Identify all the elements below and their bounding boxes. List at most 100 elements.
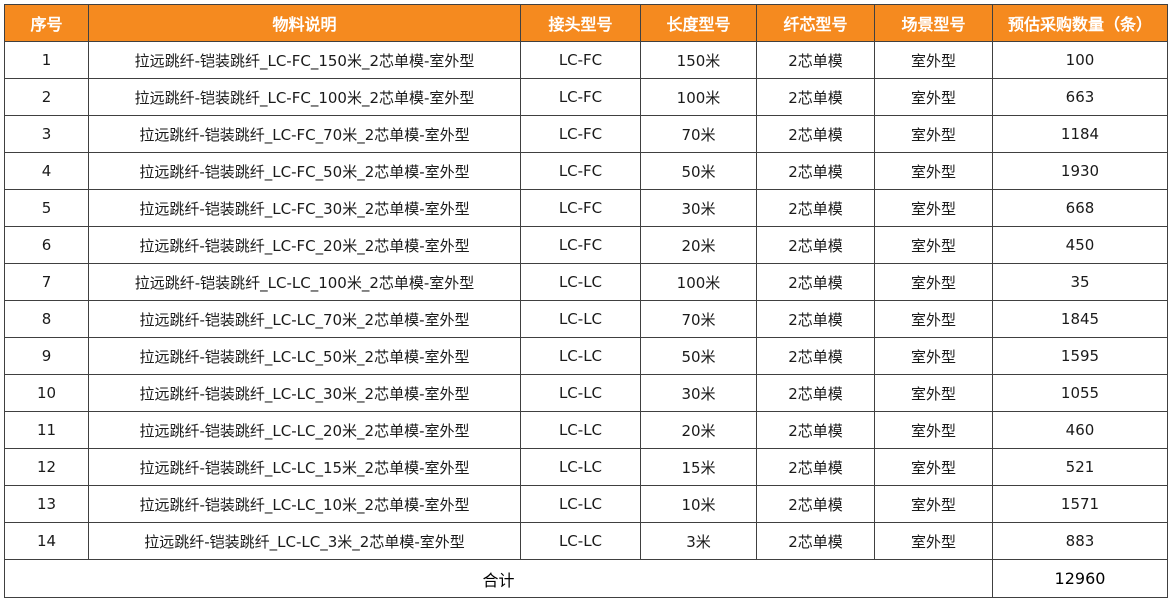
table-row: 5 拉远跳纤-铠装跳纤_LC-FC_30米_2芯单模-室外型 LC-FC 30米 2芯单…: [4, 189, 1168, 227]
cell-index: 10: [4, 374, 89, 412]
header-scenario-type: 场景型号: [874, 4, 993, 42]
cell-connector-type: LC-LC: [520, 411, 641, 449]
cell-connector-type: LC-LC: [520, 263, 641, 301]
cell-length-type: 100米: [640, 263, 757, 301]
cell-connector-type: LC-LC: [520, 374, 641, 412]
cell-index: 5: [4, 189, 89, 227]
cell-estimated-quantity: 1184: [992, 115, 1168, 153]
header-length-type: 长度型号: [640, 4, 757, 42]
total-row: 合计 12960: [4, 559, 1168, 598]
cell-length-type: 10米: [640, 485, 757, 523]
cell-connector-type: LC-FC: [520, 152, 641, 190]
cell-index: 13: [4, 485, 89, 523]
cell-scenario-type: 室外型: [874, 337, 993, 375]
cell-length-type: 15米: [640, 448, 757, 486]
cell-estimated-quantity: 1845: [992, 300, 1168, 338]
header-connector-type: 接头型号: [520, 4, 641, 42]
cell-fiber-type: 2芯单模: [756, 448, 875, 486]
cell-estimated-quantity: 668: [992, 189, 1168, 227]
cell-scenario-type: 室外型: [874, 115, 993, 153]
cell-scenario-type: 室外型: [874, 411, 993, 449]
cell-connector-type: LC-LC: [520, 300, 641, 338]
cell-connector-type: LC-FC: [520, 41, 641, 79]
cell-material-description: 拉远跳纤-铠装跳纤_LC-LC_3米_2芯单模-室外型: [88, 522, 521, 560]
cell-index: 2: [4, 78, 89, 116]
cell-length-type: 30米: [640, 189, 757, 227]
header-index: 序号: [4, 4, 89, 42]
cell-scenario-type: 室外型: [874, 41, 993, 79]
cell-fiber-type: 2芯单模: [756, 78, 875, 116]
cell-material-description: 拉远跳纤-铠装跳纤_LC-FC_100米_2芯单模-室外型: [88, 78, 521, 116]
table-footer: 合计 12960: [4, 559, 1168, 598]
cell-fiber-type: 2芯单模: [756, 115, 875, 153]
header-fiber-type: 纤芯型号: [756, 4, 875, 42]
cell-length-type: 30米: [640, 374, 757, 412]
cell-connector-type: LC-LC: [520, 485, 641, 523]
cell-scenario-type: 室外型: [874, 485, 993, 523]
cell-estimated-quantity: 521: [992, 448, 1168, 486]
cell-length-type: 3米: [640, 522, 757, 560]
cell-estimated-quantity: 35: [992, 263, 1168, 301]
table-row: 2 拉远跳纤-铠装跳纤_LC-FC_100米_2芯单模-室外型 LC-FC 100米 2…: [4, 78, 1168, 116]
cell-scenario-type: 室外型: [874, 263, 993, 301]
cell-length-type: 70米: [640, 115, 757, 153]
cell-index: 8: [4, 300, 89, 338]
cell-material-description: 拉远跳纤-铠装跳纤_LC-LC_50米_2芯单模-室外型: [88, 337, 521, 375]
cell-material-description: 拉远跳纤-铠装跳纤_LC-FC_50米_2芯单模-室外型: [88, 152, 521, 190]
cell-length-type: 100米: [640, 78, 757, 116]
header-estimated-quantity: 预估采购数量（条）: [992, 4, 1168, 42]
cell-connector-type: LC-FC: [520, 115, 641, 153]
cell-estimated-quantity: 450: [992, 226, 1168, 264]
cell-length-type: 20米: [640, 226, 757, 264]
cell-length-type: 150米: [640, 41, 757, 79]
table-row: 4 拉远跳纤-铠装跳纤_LC-FC_50米_2芯单模-室外型 LC-FC 50米 2芯单…: [4, 152, 1168, 190]
header-row: 序号 物料说明 接头型号 长度型号 纤芯型号 场景型号 预估采购数量（条）: [4, 4, 1168, 42]
cell-estimated-quantity: 883: [992, 522, 1168, 560]
cell-length-type: 20米: [640, 411, 757, 449]
cell-fiber-type: 2芯单模: [756, 189, 875, 227]
table-row: 11 拉远跳纤-铠装跳纤_LC-LC_20米_2芯单模-室外型 LC-LC 20米 2芯…: [4, 411, 1168, 449]
cell-estimated-quantity: 460: [992, 411, 1168, 449]
cell-length-type: 70米: [640, 300, 757, 338]
cell-fiber-type: 2芯单模: [756, 41, 875, 79]
table-row: 7 拉远跳纤-铠装跳纤_LC-LC_100米_2芯单模-室外型 LC-LC 100米 2…: [4, 263, 1168, 301]
cell-fiber-type: 2芯单模: [756, 152, 875, 190]
cell-estimated-quantity: 1571: [992, 485, 1168, 523]
cell-material-description: 拉远跳纤-铠装跳纤_LC-FC_30米_2芯单模-室外型: [88, 189, 521, 227]
cell-index: 6: [4, 226, 89, 264]
cell-estimated-quantity: 1595: [992, 337, 1168, 375]
cell-connector-type: LC-FC: [520, 226, 641, 264]
cell-material-description: 拉远跳纤-铠装跳纤_LC-LC_15米_2芯单模-室外型: [88, 448, 521, 486]
table-row: 14 拉远跳纤-铠装跳纤_LC-LC_3米_2芯单模-室外型 LC-LC 3米 2芯单模…: [4, 522, 1168, 560]
cell-scenario-type: 室外型: [874, 152, 993, 190]
table-row: 8 拉远跳纤-铠装跳纤_LC-LC_70米_2芯单模-室外型 LC-LC 70米 2芯单…: [4, 300, 1168, 338]
cell-scenario-type: 室外型: [874, 448, 993, 486]
cell-scenario-type: 室外型: [874, 300, 993, 338]
cell-index: 4: [4, 152, 89, 190]
cell-estimated-quantity: 1930: [992, 152, 1168, 190]
cell-scenario-type: 室外型: [874, 78, 993, 116]
table-row: 6 拉远跳纤-铠装跳纤_LC-FC_20米_2芯单模-室外型 LC-FC 20米 2芯单…: [4, 226, 1168, 264]
cell-index: 11: [4, 411, 89, 449]
cell-connector-type: LC-LC: [520, 337, 641, 375]
total-value: 12960: [992, 559, 1168, 598]
cell-fiber-type: 2芯单模: [756, 522, 875, 560]
cell-connector-type: LC-LC: [520, 448, 641, 486]
table-row: 10 拉远跳纤-铠装跳纤_LC-LC_30米_2芯单模-室外型 LC-LC 30米 2芯…: [4, 374, 1168, 412]
table-row: 12 拉远跳纤-铠装跳纤_LC-LC_15米_2芯单模-室外型 LC-LC 15米 2芯…: [4, 448, 1168, 486]
cell-material-description: 拉远跳纤-铠装跳纤_LC-LC_10米_2芯单模-室外型: [88, 485, 521, 523]
cell-connector-type: LC-FC: [520, 189, 641, 227]
cell-length-type: 50米: [640, 152, 757, 190]
table-header: 序号 物料说明 接头型号 长度型号 纤芯型号 场景型号 预估采购数量（条）: [4, 4, 1168, 42]
cell-material-description: 拉远跳纤-铠装跳纤_LC-LC_70米_2芯单模-室外型: [88, 300, 521, 338]
cell-scenario-type: 室外型: [874, 522, 993, 560]
cell-index: 7: [4, 263, 89, 301]
cell-material-description: 拉远跳纤-铠装跳纤_LC-LC_100米_2芯单模-室外型: [88, 263, 521, 301]
cell-material-description: 拉远跳纤-铠装跳纤_LC-FC_70米_2芯单模-室外型: [88, 115, 521, 153]
cell-fiber-type: 2芯单模: [756, 263, 875, 301]
cell-material-description: 拉远跳纤-铠装跳纤_LC-LC_30米_2芯单模-室外型: [88, 374, 521, 412]
cell-index: 12: [4, 448, 89, 486]
cell-index: 1: [4, 41, 89, 79]
cell-scenario-type: 室外型: [874, 374, 993, 412]
